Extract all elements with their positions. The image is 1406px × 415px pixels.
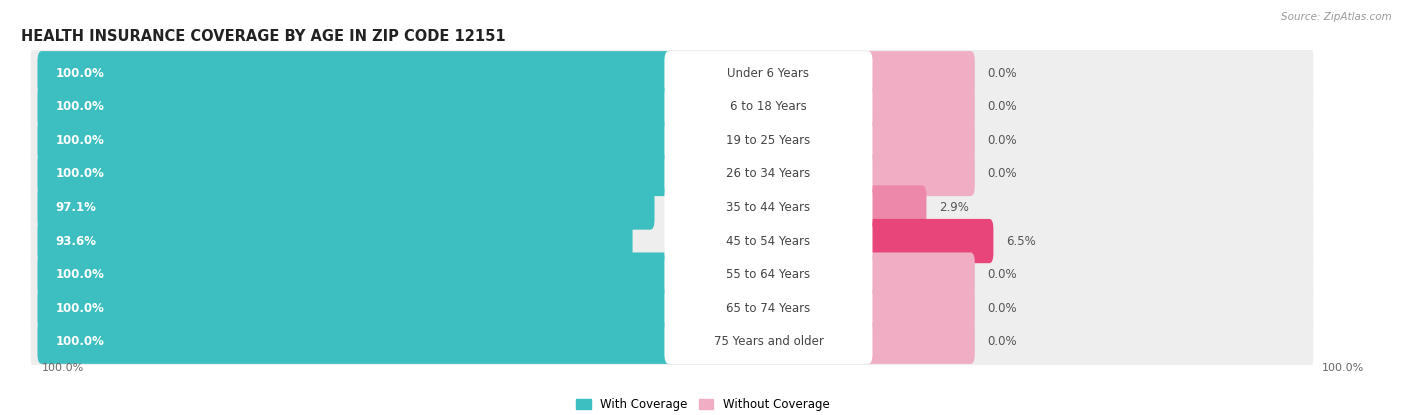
- FancyBboxPatch shape: [665, 152, 873, 196]
- Text: 0.0%: 0.0%: [987, 302, 1017, 315]
- Text: 26 to 34 Years: 26 to 34 Years: [727, 167, 811, 181]
- FancyBboxPatch shape: [865, 286, 974, 330]
- Text: 0.0%: 0.0%: [987, 100, 1017, 113]
- Text: 100.0%: 100.0%: [42, 363, 84, 373]
- FancyBboxPatch shape: [31, 114, 1313, 166]
- Text: 6.5%: 6.5%: [1005, 234, 1036, 248]
- FancyBboxPatch shape: [665, 320, 873, 364]
- FancyBboxPatch shape: [38, 152, 672, 196]
- FancyBboxPatch shape: [665, 252, 873, 297]
- FancyBboxPatch shape: [665, 118, 873, 163]
- FancyBboxPatch shape: [665, 51, 873, 95]
- FancyBboxPatch shape: [865, 118, 974, 163]
- FancyBboxPatch shape: [865, 252, 974, 297]
- FancyBboxPatch shape: [31, 81, 1313, 133]
- FancyBboxPatch shape: [665, 186, 873, 229]
- FancyBboxPatch shape: [865, 152, 974, 196]
- FancyBboxPatch shape: [31, 215, 1313, 267]
- Text: 45 to 54 Years: 45 to 54 Years: [727, 234, 810, 248]
- Text: 100.0%: 100.0%: [55, 302, 104, 315]
- Text: HEALTH INSURANCE COVERAGE BY AGE IN ZIP CODE 12151: HEALTH INSURANCE COVERAGE BY AGE IN ZIP …: [21, 29, 506, 44]
- Text: 100.0%: 100.0%: [55, 268, 104, 281]
- Text: 100.0%: 100.0%: [55, 134, 104, 147]
- Text: 93.6%: 93.6%: [55, 234, 97, 248]
- Text: 0.0%: 0.0%: [987, 67, 1017, 80]
- FancyBboxPatch shape: [665, 85, 873, 129]
- FancyBboxPatch shape: [38, 51, 672, 95]
- FancyBboxPatch shape: [865, 219, 994, 263]
- Text: 0.0%: 0.0%: [987, 167, 1017, 181]
- Text: 75 Years and older: 75 Years and older: [713, 335, 824, 348]
- FancyBboxPatch shape: [665, 219, 873, 263]
- FancyBboxPatch shape: [38, 252, 672, 297]
- FancyBboxPatch shape: [38, 186, 655, 229]
- FancyBboxPatch shape: [31, 282, 1313, 334]
- Text: 19 to 25 Years: 19 to 25 Years: [727, 134, 811, 147]
- Text: Source: ZipAtlas.com: Source: ZipAtlas.com: [1281, 12, 1392, 22]
- Text: 2.9%: 2.9%: [939, 201, 969, 214]
- Text: 0.0%: 0.0%: [987, 268, 1017, 281]
- FancyBboxPatch shape: [865, 51, 974, 95]
- Text: 65 to 74 Years: 65 to 74 Years: [727, 302, 811, 315]
- FancyBboxPatch shape: [31, 315, 1313, 368]
- FancyBboxPatch shape: [38, 219, 633, 263]
- Text: 55 to 64 Years: 55 to 64 Years: [727, 268, 810, 281]
- FancyBboxPatch shape: [38, 118, 672, 163]
- FancyBboxPatch shape: [865, 186, 927, 229]
- Text: 0.0%: 0.0%: [987, 335, 1017, 348]
- FancyBboxPatch shape: [38, 286, 672, 330]
- FancyBboxPatch shape: [31, 181, 1313, 234]
- FancyBboxPatch shape: [865, 320, 974, 364]
- Text: 100.0%: 100.0%: [55, 167, 104, 181]
- Text: 97.1%: 97.1%: [55, 201, 96, 214]
- FancyBboxPatch shape: [31, 249, 1313, 301]
- FancyBboxPatch shape: [38, 85, 672, 129]
- FancyBboxPatch shape: [31, 47, 1313, 100]
- FancyBboxPatch shape: [38, 320, 672, 364]
- Text: 35 to 44 Years: 35 to 44 Years: [727, 201, 810, 214]
- FancyBboxPatch shape: [865, 85, 974, 129]
- FancyBboxPatch shape: [665, 286, 873, 330]
- Text: Under 6 Years: Under 6 Years: [727, 67, 810, 80]
- Text: 100.0%: 100.0%: [55, 67, 104, 80]
- Text: 100.0%: 100.0%: [55, 335, 104, 348]
- Text: 100.0%: 100.0%: [1322, 363, 1364, 373]
- Text: 100.0%: 100.0%: [55, 100, 104, 113]
- Text: 6 to 18 Years: 6 to 18 Years: [730, 100, 807, 113]
- Legend: With Coverage, Without Coverage: With Coverage, Without Coverage: [572, 393, 834, 415]
- Text: 0.0%: 0.0%: [987, 134, 1017, 147]
- FancyBboxPatch shape: [31, 148, 1313, 200]
